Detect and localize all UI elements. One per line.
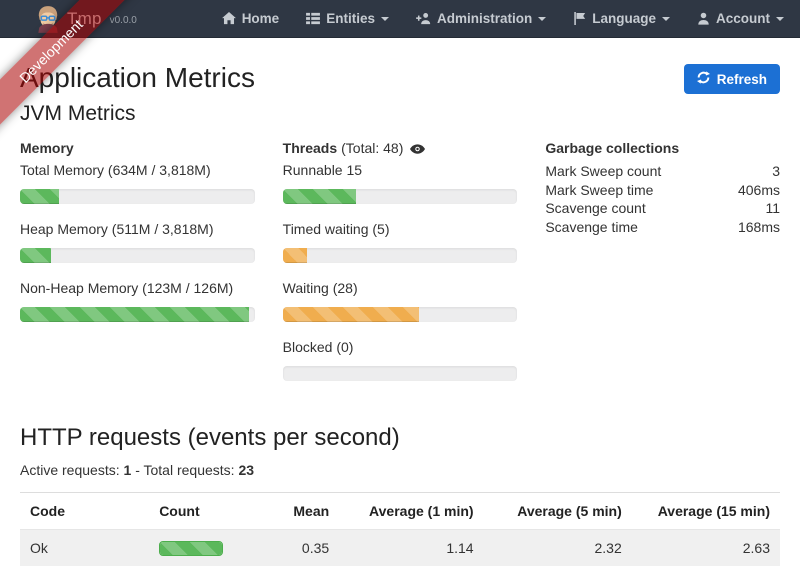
gc-value: 3	[772, 162, 780, 181]
refresh-label: Refresh	[717, 72, 767, 87]
refresh-button[interactable]: Refresh	[684, 64, 780, 94]
http-requests-table: Code Count Mean Average (1 min) Average …	[20, 492, 780, 566]
http-requests-title: HTTP requests (events per second)	[20, 424, 780, 452]
waiting-label: Waiting (28)	[283, 280, 518, 296]
gc-label: Mark Sweep count	[545, 162, 661, 181]
nav-label: Language	[592, 11, 656, 26]
gc-column: Garbage collections Mark Sweep count 3 M…	[545, 140, 780, 398]
blocked-label: Blocked (0)	[283, 339, 518, 355]
nav-item-language[interactable]: Language	[573, 11, 670, 26]
eye-icon[interactable]	[410, 144, 425, 154]
progress-bar	[283, 307, 420, 322]
chevron-down-icon	[381, 17, 389, 25]
gc-row: Mark Sweep time 406ms	[545, 181, 780, 200]
home-icon	[222, 12, 236, 25]
progress-bar	[160, 542, 222, 555]
nav-menu: Home Entities Administration Language	[222, 11, 784, 26]
user-plus-icon	[416, 12, 431, 25]
nav-label: Administration	[437, 11, 532, 26]
cell-avg15: 2.63	[632, 530, 780, 566]
jhipster-logo-icon	[36, 5, 60, 33]
nav-label: Account	[716, 11, 770, 26]
threads-total: (Total: 48)	[341, 140, 403, 156]
brand-link[interactable]: Tmp v0.0.0	[36, 5, 137, 33]
gc-row: Scavenge time 168ms	[545, 218, 780, 237]
nav-label: Home	[242, 11, 280, 26]
table-header-row: Code Count Mean Average (1 min) Average …	[20, 493, 780, 530]
col-header-avg1: Average (1 min)	[339, 493, 483, 530]
count-progress	[159, 541, 223, 556]
gc-row: Mark Sweep count 3	[545, 162, 780, 181]
chevron-down-icon	[538, 17, 546, 25]
gc-value: 11	[765, 199, 780, 218]
brand-name: Tmp	[67, 9, 102, 29]
list-icon	[306, 12, 320, 25]
total-memory-label: Total Memory (634M / 3,818M)	[20, 162, 255, 178]
waiting-progress	[283, 307, 518, 322]
nav-item-home[interactable]: Home	[222, 11, 280, 26]
page-title: Application Metrics	[20, 62, 255, 94]
navbar: Tmp v0.0.0 Home Entities Administration	[0, 0, 800, 38]
separator: -	[135, 462, 140, 478]
active-requests-value: 1	[124, 462, 132, 478]
nav-item-account[interactable]: Account	[697, 11, 784, 26]
cell-count	[149, 530, 248, 566]
gc-value: 168ms	[738, 218, 780, 237]
threads-title-bold: Threads	[283, 140, 337, 156]
gc-value: 406ms	[738, 181, 780, 200]
progress-bar	[283, 248, 307, 263]
progress-bar	[283, 189, 356, 204]
blocked-progress	[283, 366, 518, 381]
nav-label: Entities	[326, 11, 375, 26]
flag-icon	[573, 12, 586, 25]
cell-code: Ok	[20, 530, 149, 566]
chevron-down-icon	[662, 17, 670, 25]
active-requests-label: Active requests:	[20, 462, 120, 478]
progress-bar	[20, 307, 249, 322]
heap-memory-label: Heap Memory (511M / 3,818M)	[20, 221, 255, 237]
progress-bar	[20, 248, 51, 263]
col-header-code: Code	[20, 493, 149, 530]
memory-title: Memory	[20, 140, 255, 156]
threads-column: Threads (Total: 48) Runnable 15 Timed wa…	[283, 140, 518, 398]
col-header-count: Count	[149, 493, 248, 530]
cell-mean: 0.35	[248, 530, 339, 566]
timed-waiting-label: Timed waiting (5)	[283, 221, 518, 237]
gc-row: Scavenge count 11	[545, 199, 780, 218]
jvm-metrics-title: JVM Metrics	[20, 102, 780, 126]
gc-label: Scavenge time	[545, 218, 638, 237]
cell-avg5: 2.32	[484, 530, 632, 566]
col-header-mean: Mean	[248, 493, 339, 530]
runnable-progress	[283, 189, 518, 204]
table-row: Ok 0.35 1.14 2.32 2.63	[20, 530, 780, 566]
total-memory-progress	[20, 189, 255, 204]
requests-summary: Active requests: 1 - Total requests: 23	[20, 462, 780, 478]
memory-column: Memory Total Memory (634M / 3,818M) Heap…	[20, 140, 255, 398]
total-requests-label: Total requests:	[144, 462, 235, 478]
metrics-page: Application Metrics Refresh JVM Metrics …	[0, 62, 800, 566]
gc-title: Garbage collections	[545, 140, 780, 156]
timed-waiting-progress	[283, 248, 518, 263]
nav-item-entities[interactable]: Entities	[306, 11, 389, 26]
user-icon	[697, 12, 710, 25]
gc-label: Scavenge count	[545, 199, 645, 218]
runnable-label: Runnable 15	[283, 162, 518, 178]
col-header-avg15: Average (15 min)	[632, 493, 780, 530]
refresh-icon	[697, 71, 710, 87]
total-requests-value: 23	[238, 462, 254, 478]
brand-version: v0.0.0	[110, 12, 137, 26]
heap-memory-progress	[20, 248, 255, 263]
chevron-down-icon	[776, 17, 784, 25]
nav-item-administration[interactable]: Administration	[416, 11, 546, 26]
cell-avg1: 1.14	[339, 530, 483, 566]
col-header-avg5: Average (5 min)	[484, 493, 632, 530]
nonheap-memory-progress	[20, 307, 255, 322]
gc-label: Mark Sweep time	[545, 181, 653, 200]
nonheap-memory-label: Non-Heap Memory (123M / 126M)	[20, 280, 255, 296]
threads-title: Threads (Total: 48)	[283, 140, 518, 156]
progress-bar	[20, 189, 59, 204]
